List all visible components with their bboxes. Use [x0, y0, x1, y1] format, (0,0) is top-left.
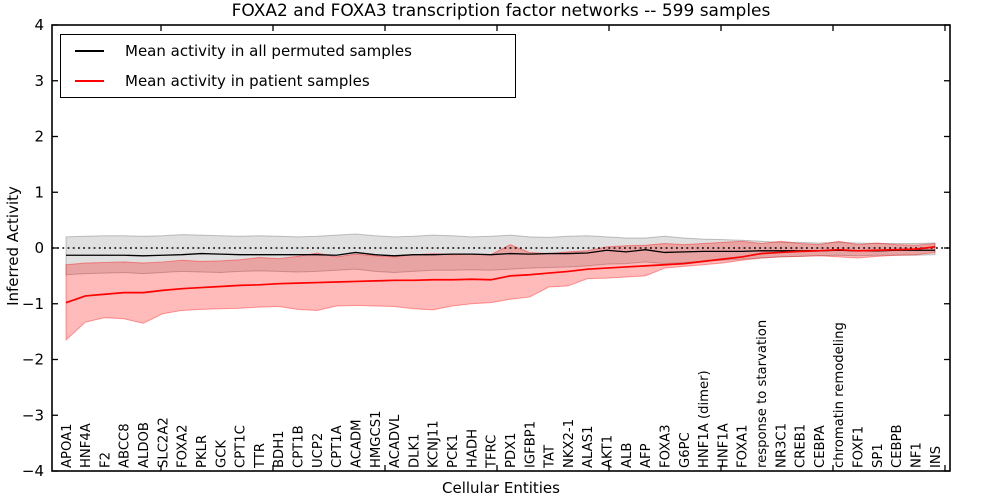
y-tick-label: 0 [34, 239, 44, 257]
x-category-label: TFRC [485, 435, 500, 469]
y-tick-label: 1 [34, 183, 44, 201]
legend-line-sample-black [75, 50, 104, 52]
x-category-label: response to starvation [755, 320, 770, 468]
x-category-label: BDH1 [272, 430, 287, 468]
legend-entry-patient: Mean activity in patient samples [61, 66, 515, 96]
x-category-label: CEBPA [813, 425, 828, 468]
x-category-label: CPT1B [292, 425, 307, 468]
x-category-label: NKX2-1 [562, 419, 577, 468]
x-category-label: CEBPB [890, 424, 905, 468]
x-category-label: CPT1C [234, 425, 249, 468]
y-tick-label: 4 [34, 16, 44, 34]
x-category-label: FOXA3 [658, 424, 673, 468]
x-category-label: TTR [253, 443, 268, 469]
x-category-label: KCNJ11 [427, 420, 442, 468]
x-category-label: NF1 [909, 442, 924, 468]
x-category-label: DLK1 [407, 433, 422, 468]
x-category-label: G6PC [678, 432, 693, 468]
x-category-label: AFP [639, 443, 654, 468]
y-tick-label: −2 [22, 351, 44, 369]
x-category-label: CREB1 [794, 424, 809, 468]
legend-line-sample-red [75, 80, 104, 82]
y-tick-label: −1 [22, 295, 44, 313]
y-tick-label: −3 [22, 406, 44, 424]
x-category-label: ACADM [349, 419, 364, 468]
x-category-label: ALB [620, 443, 635, 468]
y-tick-label: 3 [34, 72, 44, 90]
legend-label-patient: Mean activity in patient samples [125, 72, 370, 90]
y-tick-label: 2 [34, 128, 44, 146]
x-category-label: FOXA1 [736, 424, 751, 468]
x-axis-title: Cellular Entities [442, 479, 560, 497]
legend-entry-permuted: Mean activity in all permuted samples [61, 36, 515, 66]
x-category-label: ABCC8 [118, 423, 133, 468]
x-category-label: chromatin remodeling [832, 322, 847, 468]
x-category-label: ACADVL [388, 414, 403, 468]
legend-label-permuted: Mean activity in all permuted samples [125, 42, 412, 60]
x-category-label: PCK1 [446, 434, 461, 468]
x-category-label: PKLR [195, 435, 210, 468]
x-category-label: UCP2 [311, 433, 326, 468]
y-tick-label: −4 [22, 462, 44, 480]
series-line-permuted [66, 249, 935, 257]
x-category-label: FOXF1 [852, 426, 867, 468]
x-category-label: FOXA2 [176, 424, 191, 468]
x-category-label: HMGCS1 [369, 411, 384, 468]
x-category-label: PDX1 [504, 432, 519, 468]
x-category-label: HNF4A [79, 423, 94, 468]
x-category-label: CPT1A [330, 425, 345, 468]
series-line-patient [65, 246, 936, 304]
x-category-label: SP1 [871, 443, 886, 468]
x-category-label: IGFBP1 [523, 421, 538, 468]
patient-samples-std-band [65, 240, 936, 342]
x-category-label: HNF1A [716, 423, 731, 468]
x-category-label: AKT1 [601, 435, 616, 468]
x-category-label: HNF1A (dimer) [697, 370, 712, 468]
x-category-label: INS [929, 446, 944, 468]
x-category-label: ALDOB [137, 422, 152, 468]
x-category-label: HADH [465, 429, 480, 468]
legend: Mean activity in all permuted samples Me… [60, 34, 516, 98]
x-category-label: APOA1 [60, 423, 75, 468]
x-category-label: SLC2A2 [156, 417, 171, 468]
x-category-label: F2 [98, 452, 113, 468]
chart-title: FOXA2 and FOXA3 transcription factor net… [231, 1, 771, 21]
x-category-label: NR3C1 [774, 423, 789, 468]
x-category-label: GCK [214, 440, 229, 468]
x-category-label: ALAS1 [581, 426, 596, 468]
x-category-label: TAT [543, 444, 558, 469]
